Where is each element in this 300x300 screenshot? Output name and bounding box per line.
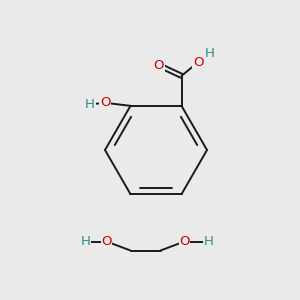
Text: H: H: [81, 235, 90, 248]
Text: H: H: [204, 235, 213, 248]
Text: O: O: [193, 56, 203, 69]
Text: H: H: [205, 47, 215, 60]
Text: O: O: [154, 59, 164, 72]
Text: H: H: [85, 98, 95, 111]
Text: O: O: [179, 235, 190, 248]
Text: O: O: [101, 235, 112, 248]
Text: O: O: [100, 96, 110, 109]
